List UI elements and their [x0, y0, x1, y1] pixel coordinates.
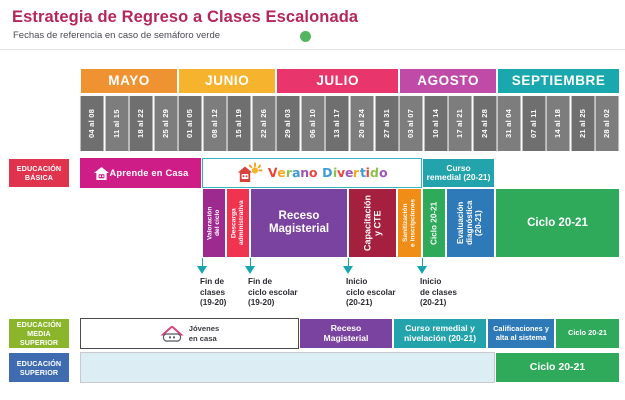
superior-empty-area	[80, 352, 495, 383]
milestone-label: Fin de clases (19-20)	[200, 277, 227, 307]
date-cell: 10 al 14	[423, 95, 449, 152]
date-cell: 27 al 31	[374, 95, 400, 152]
segment-calificaciones-y-alta-al-sistema: Calificaciones y alta al sistema	[487, 318, 555, 349]
verano-divertido-letter: V	[267, 164, 278, 181]
row-label-basica-line: EDUCACIÓN	[16, 164, 62, 173]
date-cell: 13 al 17	[325, 95, 350, 152]
segment-sanitizaci-n-e-inscripciones: Sanitización e inscripciones	[397, 188, 422, 258]
milestone-arrow	[417, 266, 427, 274]
segment-evaluaci-n-diagn-stica-20-21: Evaluación diagnóstica (20-21)	[446, 188, 495, 258]
date-cell: 14 al 18	[546, 95, 571, 152]
date-cell: 11 al 15	[104, 95, 130, 152]
date-cell: 04 al 08	[80, 95, 105, 152]
date-cell: 31 al 04	[497, 95, 522, 152]
date-cell: 03 al 07	[399, 95, 424, 152]
jovenes-en-casa-box: Jóvenes en casa	[80, 318, 299, 349]
segment-ciclo-20-21: Ciclo 20-21	[422, 188, 446, 258]
verano-divertido-letter: i	[365, 165, 370, 180]
segment-ciclo-20-21: Ciclo 20-21	[555, 318, 620, 349]
house-icon	[93, 166, 109, 180]
row-label-basica: EDUCACIÓN BÁSICA	[8, 158, 70, 188]
verano-divertido-letter: o	[378, 164, 388, 181]
verano-divertido-letter: e	[277, 165, 286, 180]
segment-descarga-administrativa: Descarga administrativa	[226, 188, 250, 258]
milestone-tick	[347, 258, 349, 266]
row-label-media-superior-line: MEDIA	[27, 329, 51, 338]
milestone-label: Inicio de clases (20-21)	[420, 277, 457, 307]
date-cell: 08 al 12	[202, 95, 228, 152]
milestone-tick	[201, 258, 203, 266]
segment-receso-magisterial: Receso Magisterial	[299, 318, 393, 349]
header-divider	[0, 49, 625, 50]
date-cell: 21 al 25	[570, 95, 596, 152]
segment-ciclo-20-21: Ciclo 20-21	[495, 188, 620, 258]
milestone-arrow	[197, 266, 207, 274]
aprende-en-casa-label: Aprende en Casa	[109, 167, 189, 178]
verano-divertido-box: Verano Divertido	[202, 158, 422, 188]
month-header-julio: JULIO	[276, 68, 400, 94]
segment-valoraci-n-del-ciclo: Valoración del ciclo	[202, 188, 226, 258]
segment-capacitaci-n-y-cte: Capacitación y CTE	[348, 188, 397, 258]
milestone-tick	[249, 258, 251, 266]
milestone-arrow	[245, 266, 255, 274]
row-label-media-superior-line: SUPERIOR	[19, 338, 59, 347]
row-label-superior: EDUCACIÓN SUPERIOR	[8, 352, 70, 383]
date-cell: 22 al 26	[251, 95, 277, 152]
date-cell: 20 al 24	[350, 95, 375, 152]
date-cell: 18 al 22	[129, 95, 154, 152]
row-label-media-superior-line: EDUCACIÓN	[16, 320, 62, 329]
house-sun-icon	[237, 162, 263, 182]
date-cell: 25 al 29	[153, 95, 179, 152]
row-label-basica-line: BÁSICA	[24, 173, 54, 182]
date-cell: 01 al 05	[178, 95, 203, 152]
segment-curso-remedial-basica: Curso remedial (20-21)	[422, 158, 495, 188]
verano-divertido-letter: D	[322, 165, 333, 180]
verano-divertido-letter: n	[300, 165, 310, 180]
jovenes-en-casa-label: Jóvenes en casa	[188, 324, 220, 343]
date-cell: 24 al 28	[472, 95, 498, 152]
row-label-superior-line: EDUCACIÓN	[16, 358, 62, 368]
milestone-label: Inicio ciclo escolar (20-21)	[346, 277, 396, 307]
month-header-mayo: MAYO	[80, 68, 179, 94]
verano-divertido-label: Verano Divertido	[267, 164, 388, 182]
month-header-agosto: AGOSTO	[399, 68, 498, 94]
verano-divertido-letter: a	[291, 164, 301, 181]
row-label-media-superior: EDUCACIÓN MEDIA SUPERIOR	[8, 318, 70, 349]
segment-ciclo-20-21: Ciclo 20-21	[495, 352, 620, 383]
segment-receso-magisterial: Receso Magisterial	[250, 188, 348, 258]
date-cell: 06 al 10	[300, 95, 326, 152]
month-header-septiembre: SEPTIEMBRE	[497, 68, 620, 94]
date-cell: 28 al 02	[595, 95, 620, 152]
aprende-en-casa-bar: Aprende en Casa	[80, 158, 201, 188]
milestone-arrow	[343, 266, 353, 274]
date-cell: 29 al 03	[276, 95, 301, 152]
row-label-superior-line: SUPERIOR	[19, 367, 59, 377]
page-title: Estrategia de Regreso a Clases Escalonad…	[12, 8, 359, 26]
house-icon	[160, 325, 184, 342]
verano-divertido-letter: e	[345, 165, 354, 180]
month-header-junio: JUNIO	[178, 68, 277, 94]
milestone-label: Fin de ciclo escolar (19-20)	[248, 277, 298, 307]
segment-curso-remedial-y-nivelaci-n-20-21: Curso remedial y nivelación (20-21)	[393, 318, 487, 349]
milestone-tick	[421, 258, 423, 266]
date-cell: 15 al 19	[227, 95, 252, 152]
green-light-dot	[300, 31, 311, 42]
date-cell: 17 al 21	[448, 95, 473, 152]
date-cell: 07 al 11	[521, 95, 547, 152]
page-subtitle: Fechas de referencia en caso de semáforo…	[13, 30, 221, 41]
